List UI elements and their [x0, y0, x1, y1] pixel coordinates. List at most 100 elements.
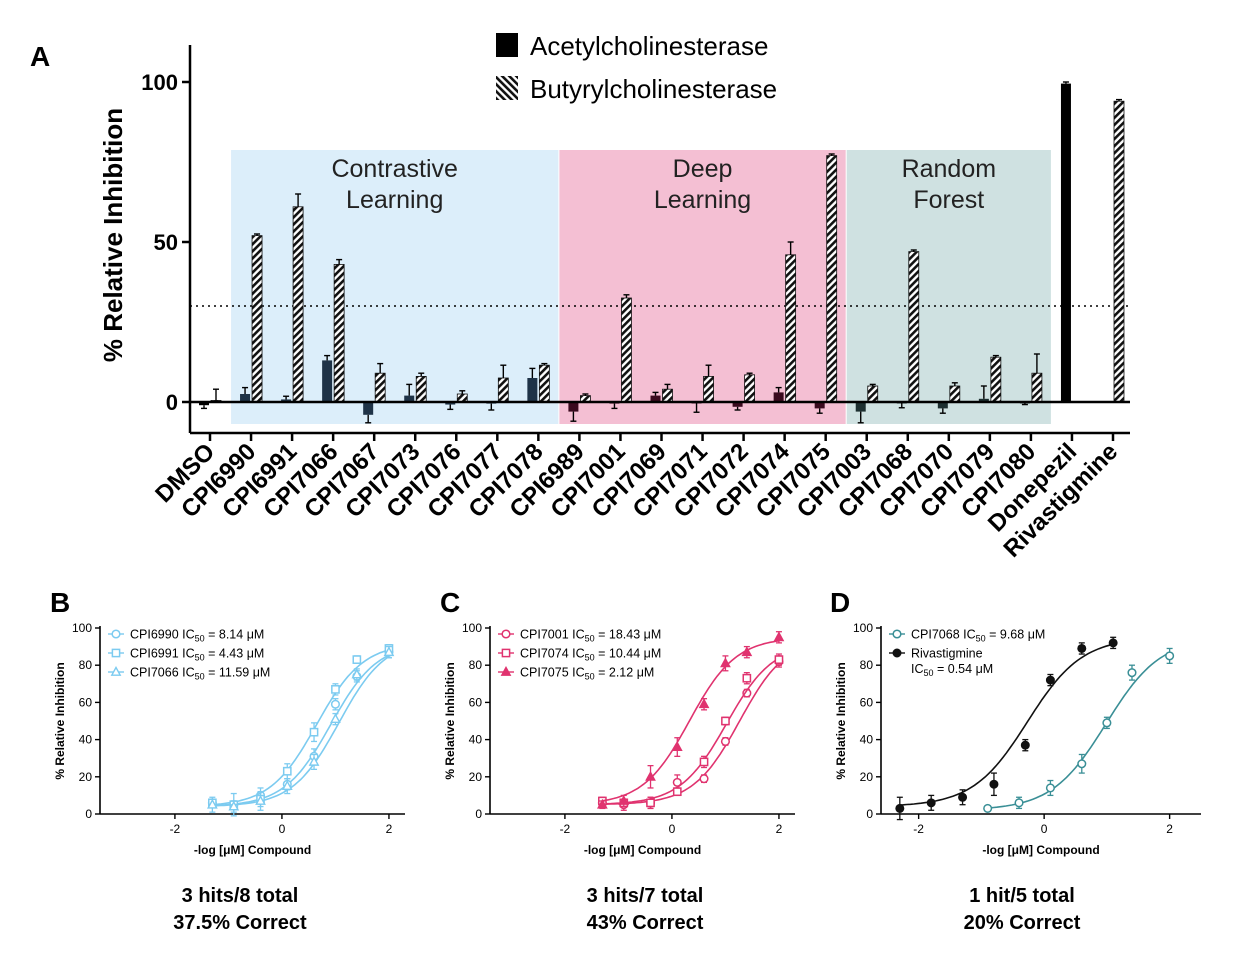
panel-letter-a: A — [30, 41, 50, 72]
data-point — [895, 803, 905, 813]
y-tick-label: 60 — [79, 695, 93, 709]
data-point — [255, 795, 266, 805]
bar-bche — [990, 356, 1002, 403]
bar-ache — [650, 395, 661, 402]
data-point — [308, 755, 320, 766]
bar-bche — [333, 263, 345, 403]
region-background — [559, 150, 846, 424]
data-point — [596, 798, 608, 809]
legend-marker — [501, 648, 511, 658]
x-axis-label: -log [μM] Compound — [194, 843, 311, 857]
panel-letter-c: C — [440, 587, 460, 618]
x-tick-label: -2 — [913, 822, 924, 836]
data-point — [741, 646, 753, 657]
bar-ache — [240, 394, 251, 402]
legend-label: Rivastigmine — [911, 647, 983, 661]
data-point — [383, 646, 395, 657]
legend-label: CPI7068 IC50 = 9.68 μM — [911, 628, 1045, 644]
y-tick-label: 0 — [866, 807, 873, 821]
panel-d-summary-correct: 20% Correct — [964, 912, 1081, 934]
data-point — [1077, 759, 1087, 769]
legend-marker — [110, 666, 122, 676]
panel-b-summary-hits: 3 hits/8 total — [182, 885, 299, 907]
y-tick-label: 0 — [475, 807, 482, 821]
panel-a-bar-chart: Contrastive Learning Deep Learning Random For… — [141, 45, 1130, 563]
x-tick-label: 2 — [776, 822, 783, 836]
data-point — [1077, 643, 1087, 653]
bar-bche — [292, 206, 304, 403]
data-point — [698, 698, 710, 709]
panel-letter-d: D — [830, 587, 850, 618]
y-tick-label: 80 — [860, 658, 874, 672]
data-point — [989, 779, 999, 789]
panel-b-dose-response: 0 20 40 60 80 100 -2 0 2 -log [μM] Compound % Rela… — [53, 621, 405, 857]
fit-curve — [987, 651, 1170, 809]
data-point — [1045, 675, 1055, 685]
legend-label-line2: IC50 = 0.54 μM — [911, 662, 993, 678]
bar-ache — [445, 402, 456, 405]
legend-marker — [111, 629, 121, 639]
bar-bche — [415, 375, 427, 403]
legend-label: CPI6990 IC50 = 8.14 μM — [130, 628, 264, 644]
bar-bche — [867, 385, 879, 403]
bar-ache — [322, 360, 333, 402]
legend-marker — [892, 648, 902, 658]
bar-ache — [814, 402, 825, 409]
region-label: Random — [902, 155, 997, 183]
y-tick-label: 80 — [79, 658, 93, 672]
data-point — [983, 803, 993, 813]
fit-curve — [602, 640, 780, 802]
x-axis-label: -log [μM] Compound — [982, 843, 1099, 857]
panel-d-summary-hits: 1 hit/5 total — [969, 885, 1075, 907]
x-axis-label: -log [μM] Compound — [584, 843, 701, 857]
fit-curve — [212, 649, 390, 806]
bar-ache — [937, 402, 948, 409]
data-point — [672, 787, 682, 797]
data-point — [352, 655, 362, 664]
bar-ache — [1060, 83, 1071, 402]
legend-label-bche: Butyrylcholinesterase — [530, 74, 777, 104]
y-tick-label: 100 — [462, 621, 482, 635]
data-point — [1165, 651, 1175, 661]
bar-bche — [538, 364, 550, 403]
bar-bche — [1031, 372, 1043, 403]
bar-bche — [1113, 100, 1125, 403]
bar-ache — [773, 392, 784, 402]
data-point — [309, 727, 319, 737]
legend-label: CPI7001 IC50 = 18.43 μM — [520, 628, 661, 644]
panel-c-summary-hits: 3 hits/7 total — [587, 885, 704, 907]
bar-bche — [251, 235, 263, 403]
region-label: Contrastive — [331, 155, 457, 183]
data-point — [742, 673, 752, 683]
data-point — [720, 657, 731, 668]
data-point — [721, 716, 730, 726]
data-point — [206, 798, 218, 809]
y-axis-label: % Relative Inhibition — [834, 662, 848, 779]
bar-bche — [744, 374, 755, 403]
data-point — [1014, 798, 1024, 808]
panel-d-dose-response: 0 20 40 60 80 100 -2 0 2 -log [μM] Compound % Rela… — [834, 621, 1201, 857]
data-point — [351, 668, 363, 679]
data-point — [1127, 668, 1137, 678]
legend-swatch-ache — [496, 33, 518, 57]
panel-c-summary-correct: 43% Correct — [587, 912, 704, 934]
data-point — [1102, 718, 1112, 728]
y-tick-label: 50 — [154, 230, 178, 255]
region-label: Forest — [913, 186, 984, 214]
y-tick-label: 40 — [79, 733, 93, 747]
legend-label: CPI7066 IC50 = 11.59 μM — [130, 666, 270, 682]
x-tick-label: 2 — [1166, 822, 1173, 836]
bar-bche — [826, 155, 838, 403]
y-tick-label: 80 — [469, 658, 483, 672]
data-point — [926, 798, 936, 808]
x-tick-label: 0 — [1041, 822, 1048, 836]
fit-curve — [602, 662, 780, 805]
x-tick-label: -2 — [170, 822, 181, 836]
data-point — [331, 685, 340, 694]
y-tick-label: 0 — [85, 807, 92, 821]
bar-ache — [281, 399, 292, 402]
panel-letter-b: B — [50, 587, 70, 618]
y-tick-label: 60 — [469, 695, 483, 709]
y-tick-label: 0 — [166, 390, 178, 415]
